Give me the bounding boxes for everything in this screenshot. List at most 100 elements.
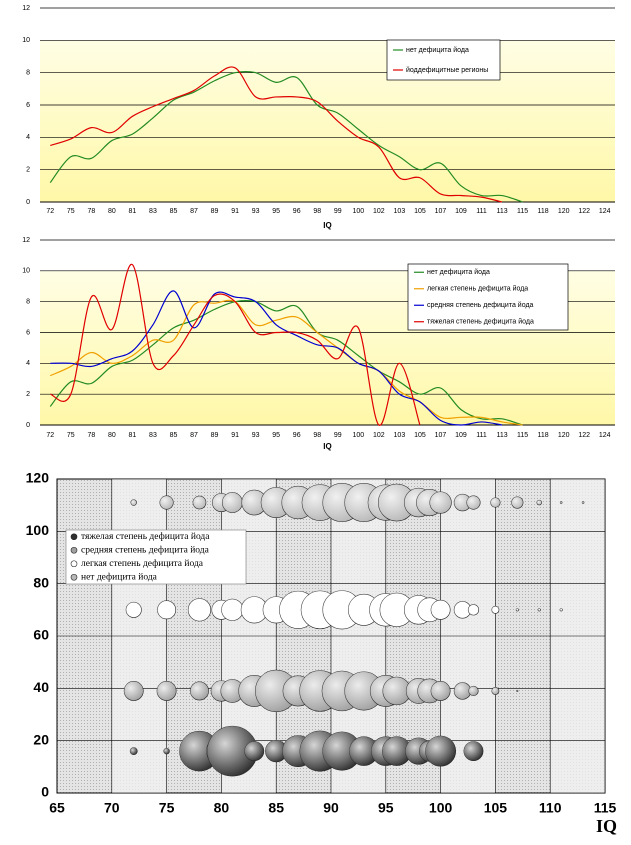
- x-tick-label: 81: [129, 432, 137, 439]
- y-tick-label: 40: [33, 679, 49, 695]
- series-line: [50, 299, 523, 426]
- x-tick-label: 90: [323, 800, 339, 816]
- bubble-shine: [379, 593, 414, 627]
- legend-label: нет дефицита йода: [406, 46, 469, 54]
- bubble-shine: [130, 747, 138, 755]
- bubble-shine: [322, 731, 362, 771]
- bubble-shine: [429, 491, 452, 514]
- bubble-shine: [382, 736, 412, 766]
- x-tick-label: 72: [46, 432, 54, 439]
- x-tick-label: 115: [517, 208, 528, 215]
- legend-label: тяжелая степень дефицита йода: [81, 531, 210, 542]
- bubble-shine: [468, 686, 479, 696]
- bubble-group: [516, 689, 519, 692]
- legend-label: тяжелая степень дефицита йода: [427, 318, 534, 326]
- legend-label: легкая степень дефицита йода: [427, 285, 528, 293]
- y-tick-label: 0: [41, 784, 49, 800]
- bubble-group: [187, 598, 212, 622]
- x-tick-label: 80: [108, 208, 116, 215]
- bubble-shine: [582, 501, 585, 504]
- legend-box: [386, 39, 501, 81]
- bubble-shine: [560, 501, 563, 504]
- bubble-group: [453, 682, 472, 700]
- bubble-shine: [255, 670, 298, 712]
- legend-swatch: [70, 546, 78, 554]
- bubble-group: [581, 501, 585, 504]
- legend-label: йоддефицитные регионы: [406, 66, 488, 74]
- bubble-group: [490, 497, 501, 508]
- x-tick-label: 118: [538, 208, 549, 215]
- bubble-shine: [378, 484, 416, 522]
- bubble-shine: [244, 741, 264, 761]
- x-tick-label: 91: [231, 432, 239, 439]
- bubble-group: [129, 747, 138, 756]
- bubble-group: [463, 741, 484, 762]
- y-tick-label: 8: [26, 299, 30, 306]
- bubble-group: [468, 685, 479, 697]
- bubble-group: [559, 501, 563, 504]
- x-tick-label: 107: [435, 208, 447, 215]
- bubble-shine: [241, 596, 268, 624]
- bubble-shine: [163, 748, 170, 755]
- x-tick-label: 85: [170, 432, 178, 439]
- x-tick-label: 78: [87, 432, 95, 439]
- x-tick-label: 122: [578, 432, 590, 439]
- x-tick-label: 98: [313, 432, 321, 439]
- plot-top: [40, 8, 615, 41]
- y-tick-label: 0: [26, 422, 30, 429]
- x-tick-label: 111: [476, 208, 487, 215]
- bubble-shine: [349, 736, 379, 766]
- x-tick-label: 122: [578, 208, 590, 215]
- series-line: [50, 66, 503, 203]
- x-tick-label: 103: [394, 432, 406, 439]
- x-axis-label: IQ: [323, 442, 331, 451]
- bubble-shine: [431, 600, 451, 620]
- x-tick-label: 89: [211, 208, 219, 215]
- bubble-shine: [466, 495, 481, 510]
- y-tick-label: 100: [26, 522, 50, 538]
- y-tick-label: 120: [26, 470, 50, 486]
- bubble-shine: [490, 497, 501, 508]
- bubble-shine: [454, 601, 471, 619]
- bubble-shine: [491, 687, 499, 695]
- x-tick-label: 80: [108, 432, 116, 439]
- bubble-shine: [193, 496, 206, 510]
- legend-swatch: [70, 560, 78, 568]
- bubble-group: [515, 608, 519, 612]
- legend-box: [65, 529, 247, 585]
- series-line: [49, 300, 523, 426]
- bubble-shine: [126, 602, 142, 618]
- x-tick-label: 124: [599, 432, 611, 439]
- x-tick-label: 105: [484, 800, 508, 816]
- x-tick-label: 75: [159, 800, 175, 816]
- x-tick-label: 111: [476, 432, 487, 439]
- bubble-group: [192, 495, 207, 510]
- bubble-shine: [468, 604, 479, 616]
- legend-label: средняя степень дефицита йода: [81, 544, 210, 555]
- legend-label: нет дефицита йода: [427, 268, 490, 276]
- x-tick-label: 109: [455, 432, 467, 439]
- bubble-group: [130, 499, 137, 506]
- bubble-shine: [241, 490, 267, 516]
- x-tick-label: 120: [558, 432, 570, 439]
- bubble-group: [491, 687, 500, 695]
- y-tick-label: 8: [26, 70, 30, 77]
- bubble-shine: [207, 726, 258, 777]
- bubble-group: [322, 731, 362, 771]
- bubble-shine: [538, 608, 541, 612]
- x-tick-label: 87: [190, 208, 198, 215]
- legend-swatch: [70, 533, 78, 541]
- bubble-group: [255, 669, 298, 713]
- bubble-group: [537, 608, 541, 612]
- y-tick-label: 4: [26, 134, 30, 141]
- bubble-group: [382, 676, 411, 706]
- bubble-group: [511, 496, 524, 509]
- bubble-shine: [159, 495, 174, 510]
- bubble-group: [377, 483, 416, 522]
- x-tick-label: 100: [429, 800, 453, 816]
- x-tick-label: 85: [268, 800, 284, 816]
- x-tick-label: 113: [496, 208, 507, 215]
- x-tick-label: 87: [190, 432, 198, 439]
- bubble-shine: [221, 599, 244, 621]
- series-line: [50, 290, 503, 426]
